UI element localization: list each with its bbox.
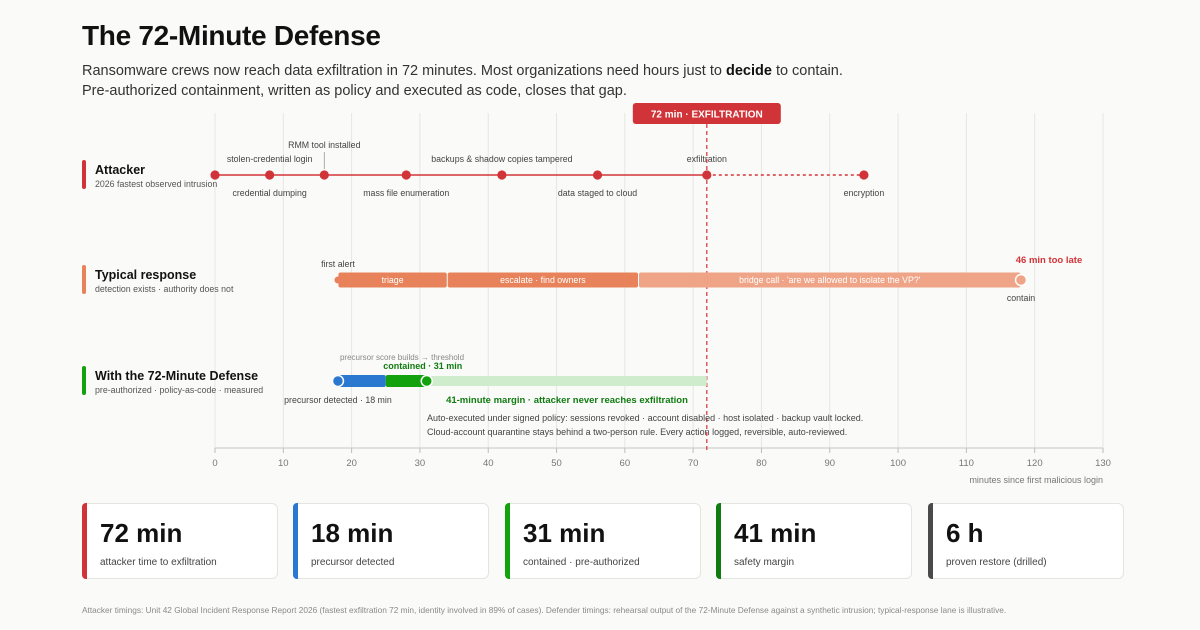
subtitle-line1-bold: decide	[725, 63, 772, 79]
stat-card-label: safety margin	[734, 557, 795, 568]
lane-title-attacker: Attacker	[95, 163, 145, 177]
attacker-event-point	[210, 170, 220, 180]
defense-note-line1: Auto-executed under signed policy: sessi…	[427, 413, 863, 423]
attacker-event-label: encryption	[844, 188, 885, 198]
stat-card-contained: 31 min contained · pre-authorized	[505, 503, 701, 579]
stat-card-accent	[293, 503, 298, 579]
x-tick-label: 120	[1027, 458, 1043, 469]
x-tick-label: 60	[620, 458, 631, 469]
x-axis-label: minutes since first malicious login	[969, 475, 1103, 485]
typical-late-note: 46 min too late	[1016, 255, 1083, 266]
attacker-event-label: backups & shadow copies tampered	[431, 154, 572, 164]
x-tick-label: 100	[890, 458, 906, 469]
margin-label: 41-minute margin · attacker never reache…	[446, 395, 688, 406]
attacker-event-point	[265, 170, 275, 180]
exfiltration-marker-badge	[632, 103, 781, 124]
typical-segment-label: escalate · find owners	[500, 275, 586, 285]
x-tick-label: 90	[824, 458, 835, 469]
x-tick-label: 80	[756, 458, 767, 469]
detect-point	[331, 374, 345, 388]
stat-card-value: 6 h	[946, 518, 984, 548]
subtitle-line2: Pre-authorized containment, written as p…	[82, 83, 627, 99]
x-tick-label: 50	[551, 458, 562, 469]
page-subtitle: Ransomware crews now reach data exfiltra…	[82, 61, 1082, 101]
x-tick-label: 70	[688, 458, 699, 469]
typical-segment	[639, 272, 1021, 288]
stat-card-value: 18 min	[311, 518, 394, 548]
typical-start-point	[334, 276, 342, 284]
stat-card-value: 31 min	[523, 518, 606, 548]
attacker-event-point	[319, 170, 329, 180]
stat-card-label: contained · pre-authorized	[523, 557, 640, 568]
stat-card-restore: 6 h proven restore (drilled)	[928, 503, 1124, 579]
detect-label: precursor detected · 18 min	[284, 395, 392, 405]
contained-label: contained · 31 min	[383, 361, 462, 371]
margin-bar	[426, 376, 707, 386]
x-tick-label: 20	[346, 458, 357, 469]
lane-title-defense: With the 72-Minute Defense	[95, 369, 258, 383]
stat-card-value: 72 min	[100, 518, 183, 548]
x-tick-label: 0	[212, 458, 217, 469]
page-title: The 72-Minute Defense	[82, 20, 381, 51]
lane-title-typical: Typical response	[95, 268, 196, 282]
stat-card-label: precursor detected	[311, 557, 395, 568]
source-footnote: Attacker timings: Unit 42 Global Inciden…	[82, 605, 1007, 615]
timeline-chart: 0 10 20 30 40 50 60 70 80 90 100 110 120 130 minutes s…	[82, 103, 1111, 485]
stat-card-label: proven restore (drilled)	[946, 557, 1047, 568]
lane-accent-defense	[82, 366, 86, 395]
lane-accent-typical	[82, 265, 86, 294]
typical-segment	[338, 272, 447, 288]
attacker-event-label: data staged to cloud	[558, 188, 637, 198]
attacker-event-label: credential dumping	[232, 188, 306, 198]
stat-card-accent	[505, 503, 510, 579]
typical-end-label: contain	[1007, 293, 1035, 303]
exfiltration-marker-label: 72 min · EXFILTRATION	[651, 110, 763, 121]
subtitle-line1-post: to contain.	[775, 63, 843, 79]
stat-card-margin: 41 min safety margin	[716, 503, 912, 579]
attacker-event-label: RMM tool installed	[288, 140, 360, 150]
typical-segment	[447, 272, 639, 288]
typical-segment-label: triage	[382, 275, 404, 285]
attacker-event-point	[592, 170, 603, 180]
x-tick-label: 10	[278, 458, 289, 469]
contained-point	[420, 374, 434, 388]
stat-card-label: attacker time to exfiltration	[100, 557, 217, 568]
containment-bar	[385, 375, 427, 387]
lane-accent-attacker	[82, 160, 86, 189]
attacker-event-point	[859, 170, 869, 180]
x-tick-label: 130	[1095, 458, 1111, 469]
stat-card-accent	[82, 503, 87, 579]
x-tick-label: 110	[959, 458, 974, 469]
x-tick-label: 40	[483, 458, 494, 469]
typical-end-point	[1014, 273, 1028, 287]
typical-segment-label: bridge call · 'are we allowed to isolate…	[739, 275, 921, 285]
typical-start-label: first alert	[321, 259, 355, 269]
attacker-event-point	[497, 170, 507, 180]
stat-card-accent	[928, 503, 933, 579]
x-tick-label: 30	[415, 458, 426, 469]
lane-subtitle-defense: pre-authorized · policy-as-code · measur…	[95, 385, 263, 395]
attacker-event-label: stolen-credential login	[227, 154, 313, 164]
lane-subtitle-typical: detection exists · authority does not	[95, 284, 234, 294]
lane-subtitle-attacker: 2026 fastest observed intrusion	[95, 179, 217, 189]
precursor-build-bar	[337, 375, 386, 387]
stat-card-accent	[716, 503, 721, 579]
stat-card-value: 41 min	[734, 518, 817, 548]
subtitle-line1-pre: Ransomware crews now reach data exfiltra…	[82, 63, 722, 79]
defense-note-line2: Cloud-account quarantine stays behind a …	[427, 427, 847, 437]
build-label: precursor score builds → threshold	[340, 353, 464, 362]
stat-card-precursor: 18 min precursor detected	[293, 503, 489, 579]
stat-card-exfiltration: 72 min attacker time to exfiltration	[82, 503, 278, 579]
attacker-event-point	[401, 170, 411, 180]
attacker-event-label: mass file enumeration	[363, 188, 449, 198]
